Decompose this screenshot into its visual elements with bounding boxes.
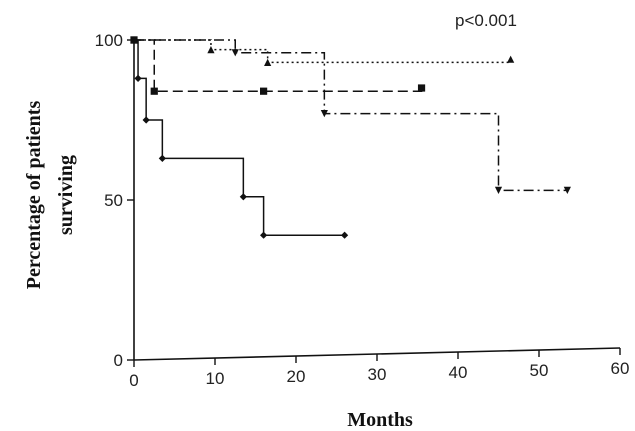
diamond-marker [239,193,247,201]
diamond-marker [260,231,268,239]
x-tick-label: 20 [287,367,306,386]
axes: 0 10 20 30 40 50 60 0 50 100 [95,31,630,390]
triangle-down-marker [494,186,503,194]
survival-step-line [134,39,345,236]
triangle-down-marker [563,186,571,194]
triangle-down-marker [130,36,138,44]
survival-step-line [134,39,423,92]
x-tick-label: 30 [368,365,387,384]
square-marker [417,84,426,92]
y-tick-label: 0 [114,351,123,370]
survival-series-4 [130,36,571,194]
diamond-marker [142,116,150,124]
x-tick-label: 50 [530,361,549,380]
x-tick-label: 10 [206,369,225,388]
y-tick-label: 50 [104,191,123,210]
x-tick-label: 40 [449,363,468,382]
y-axis-title-line2: surviving [55,155,77,235]
y-axis-title-line1: Percentage of patients [23,101,45,290]
series-layer [130,36,571,239]
survival-step-line [134,39,512,64]
survival-step-line [134,39,568,192]
survival-series-2 [130,36,426,95]
square-marker [150,87,158,95]
y-tick-label: 100 [95,31,123,50]
triangle-up-marker [207,46,215,54]
survival-series-1 [130,36,349,239]
triangle-down-marker [320,110,328,118]
p-value-annotation: p<0.001 [455,11,517,30]
triangle-up-marker [264,58,272,66]
survival-series-3 [130,36,515,66]
x-tick-label: 0 [129,371,138,390]
x-axis-title: Months [347,409,413,431]
diamond-marker [158,154,166,162]
x-tick-label: 60 [611,359,630,378]
diamond-marker [341,231,349,239]
diamond-marker [134,74,142,82]
triangle-up-marker [507,55,515,63]
triangle-down-marker [231,49,239,57]
square-marker [260,87,268,95]
